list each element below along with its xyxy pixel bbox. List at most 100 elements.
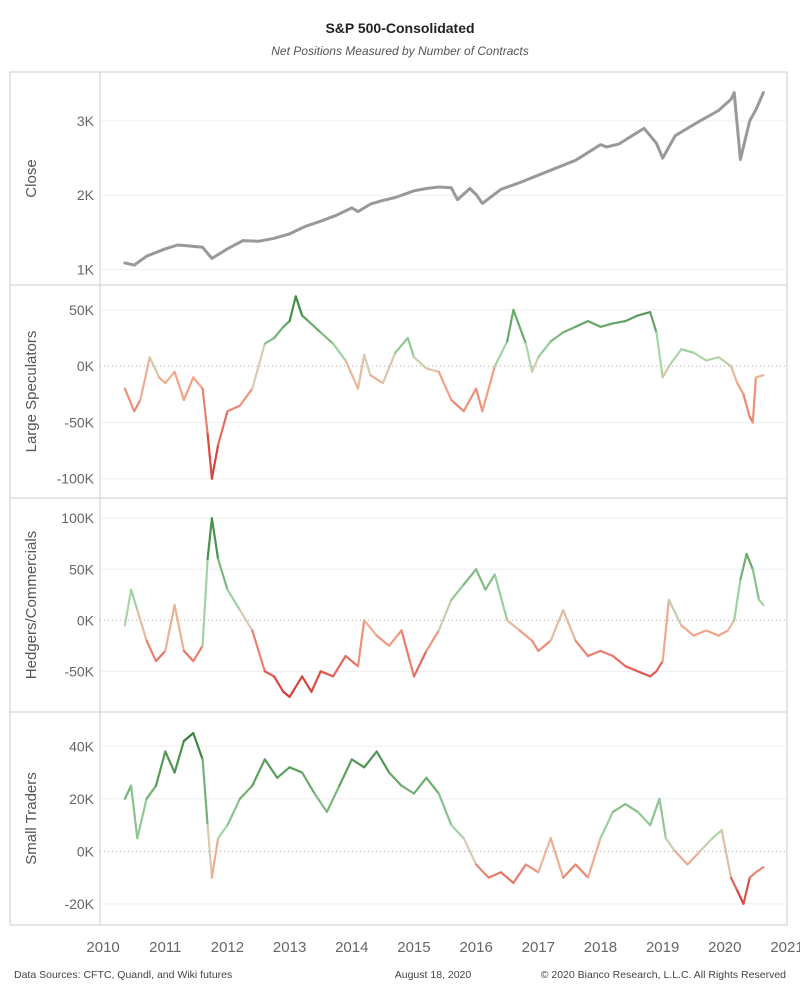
hedgers_commercials-segment <box>412 649 428 678</box>
hedgers_commercials-segment <box>263 670 276 678</box>
hedgers_commercials-segment <box>537 639 552 653</box>
large_speculators-segment <box>450 398 465 413</box>
copyright-note: © 2020 Bianco Research, L.L.C. All Right… <box>540 969 786 981</box>
large_speculators-segment <box>736 382 745 396</box>
small_traders-segment <box>720 829 733 879</box>
large_speculators-segment <box>344 359 360 390</box>
small_traders-segment <box>182 731 195 743</box>
hedgers_commercials-segment <box>692 629 708 637</box>
hedgers_commercials-segment <box>624 665 639 673</box>
hedgers_commercials-segment <box>484 573 496 591</box>
x-tick-label: 2019 <box>646 939 679 956</box>
large_speculators-segment <box>332 342 347 362</box>
small_traders-segment <box>164 750 176 774</box>
large_speculators-segment <box>201 387 209 435</box>
large_speculators-segment <box>481 365 496 413</box>
hedgers_commercials-segment <box>226 588 241 612</box>
x-tick-label: 2015 <box>397 939 430 956</box>
hedgers_commercials-segment <box>192 644 204 663</box>
large_speculators-segment <box>667 348 683 368</box>
y-tick-label: -100K <box>57 471 95 487</box>
small_traders-segment <box>524 863 540 874</box>
large_speculators-segment <box>192 376 204 390</box>
large_speculators-segment <box>412 356 428 370</box>
hedgers_commercials-segment <box>757 598 765 607</box>
x-tick-label: 2014 <box>335 939 368 956</box>
hedgers_commercials-segment <box>745 552 754 571</box>
large_speculators-segment <box>406 336 416 359</box>
large_speculators-segment <box>363 353 372 377</box>
large_speculators-segment <box>273 325 285 340</box>
hedgers_commercials-segment <box>530 639 540 653</box>
large_speculators-segment <box>661 365 671 379</box>
hedgers_commercials-segment <box>726 619 736 632</box>
hedgers_commercials-segment <box>130 588 139 612</box>
large_speculators-segment <box>133 398 142 413</box>
hedgers_commercials-segment <box>238 608 254 632</box>
hedgers_commercials-segment <box>332 654 347 678</box>
small_traders-segment <box>313 792 328 814</box>
large_speculators-segment <box>549 331 565 343</box>
large_speculators-segment <box>288 295 297 323</box>
y-axis-title: Large Speculators <box>23 331 40 453</box>
hedgers_commercials-segment <box>493 573 509 622</box>
hedgers_commercials-segment <box>611 654 627 668</box>
hedgers_commercials-segment <box>164 603 176 653</box>
small_traders-segment <box>537 837 552 874</box>
small_traders-segment <box>636 810 652 827</box>
small_traders-segment <box>425 776 440 795</box>
hedgers_commercials-segment <box>273 675 285 693</box>
small_traders-segment <box>192 731 204 761</box>
small_traders-segment <box>375 750 391 774</box>
large_speculators-segment <box>425 367 440 373</box>
y-tick-label: -20K <box>64 896 94 912</box>
large_speculators-segment <box>139 356 151 401</box>
y-axis-title: Close <box>23 159 40 197</box>
hedgers_commercials-segment <box>154 649 167 663</box>
hedgers_commercials-segment <box>450 583 465 602</box>
y-tick-label: 20K <box>69 791 95 807</box>
large_speculators-segment <box>307 320 322 334</box>
hedgers_commercials-segment <box>586 649 602 658</box>
large_speculators-segment <box>238 387 254 407</box>
chart-subtitle: Net Positions Measured by Number of Cont… <box>271 44 529 58</box>
data-sources-note: Data Sources: CFTC, Quandl, and Wiki fut… <box>14 969 233 981</box>
report-date: August 18, 2020 <box>394 969 472 981</box>
large_speculators-segment <box>164 370 176 385</box>
small_traders-segment <box>263 758 279 779</box>
small_traders-segment <box>206 823 213 879</box>
small_traders-segment <box>549 837 565 879</box>
small_traders-segment <box>450 823 465 840</box>
large_speculators-segment <box>524 342 534 373</box>
small_traders-segment <box>748 871 758 879</box>
hedgers_commercials-segment <box>288 675 304 699</box>
y-axis-title: Small Traders <box>23 772 40 865</box>
hedgers_commercials-segment <box>145 639 158 663</box>
large_speculators-segment <box>294 295 304 317</box>
large_speculators-segment <box>537 340 552 359</box>
small_traders-segment <box>711 829 723 840</box>
large_speculators-segment <box>530 356 540 373</box>
large_speculators-segment <box>206 432 213 480</box>
y-axis-title: Hedgers/Commercials <box>23 531 40 679</box>
hedgers_commercials-segment <box>136 608 148 642</box>
large_speculators-segment <box>692 351 708 362</box>
small_traders-segment <box>736 889 745 906</box>
hedgers_commercials-segment <box>739 552 748 581</box>
hedgers_commercials-segment <box>356 619 366 668</box>
hedgers_commercials-segment <box>655 659 664 673</box>
hedgers_commercials-segment <box>400 629 416 678</box>
small_traders-segment <box>173 739 185 774</box>
hedgers_commercials-segment <box>282 690 291 699</box>
hedgers_commercials-segment <box>562 608 577 642</box>
large_speculators-segment <box>599 322 615 328</box>
hedgers_commercials-segment <box>717 629 730 637</box>
small_traders-segment <box>664 837 677 853</box>
hedgers_commercials-segment <box>661 598 671 663</box>
x-tick-label: 2011 <box>149 939 181 956</box>
y-tick-label: 100K <box>61 510 94 526</box>
hedgers_commercials-segment <box>344 654 360 668</box>
hedgers_commercials-segment <box>363 619 378 637</box>
small_traders-segment <box>210 837 220 879</box>
